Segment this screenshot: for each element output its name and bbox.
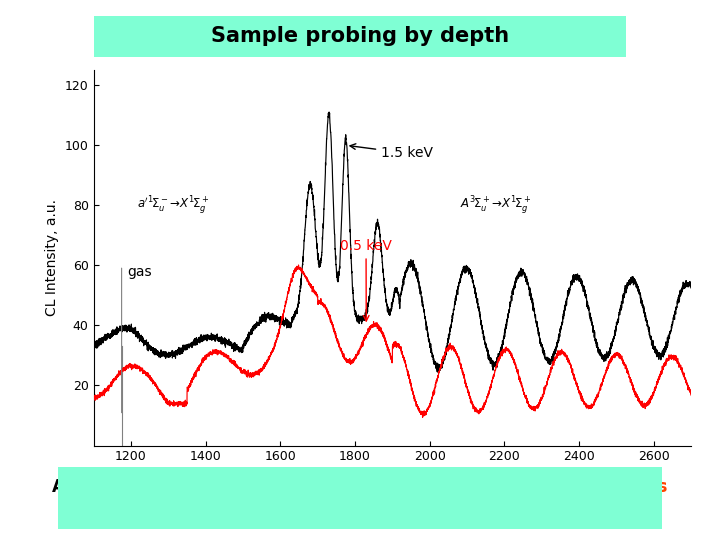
Text: $A^{3}\!\Sigma_u^+ \!\rightarrow\! X^{1}\!\Sigma_g^+$: $A^{3}\!\Sigma_u^+ \!\rightarrow\! X^{1}… — [459, 194, 531, 217]
Text: Sample probing by depth: Sample probing by depth — [211, 26, 509, 46]
Text: gas: gas — [127, 265, 152, 279]
Text: slower electrons: slower electrons — [513, 478, 668, 496]
Text: which have less penetration depth.: which have less penetration depth. — [194, 502, 526, 521]
Y-axis label: CL Intensity, a.u.: CL Intensity, a.u. — [45, 199, 59, 316]
Text: 0.5 keV: 0.5 keV — [340, 239, 392, 321]
Text: 1.5 keV: 1.5 keV — [350, 144, 433, 160]
Text: $a'^{1}\!\Sigma_u^- \!\rightarrow\! X^{1}\!\Sigma_g^+$: $a'^{1}\!\Sigma_u^- \!\rightarrow\! X^{1… — [137, 194, 209, 217]
Text: Atomic emissions: Atomic emissions — [52, 478, 222, 496]
Text: under irradiation by: under irradiation by — [313, 478, 513, 496]
X-axis label: Wavelength, n.m.: Wavelength, n.m. — [331, 469, 454, 483]
Text: increased: increased — [222, 478, 313, 496]
